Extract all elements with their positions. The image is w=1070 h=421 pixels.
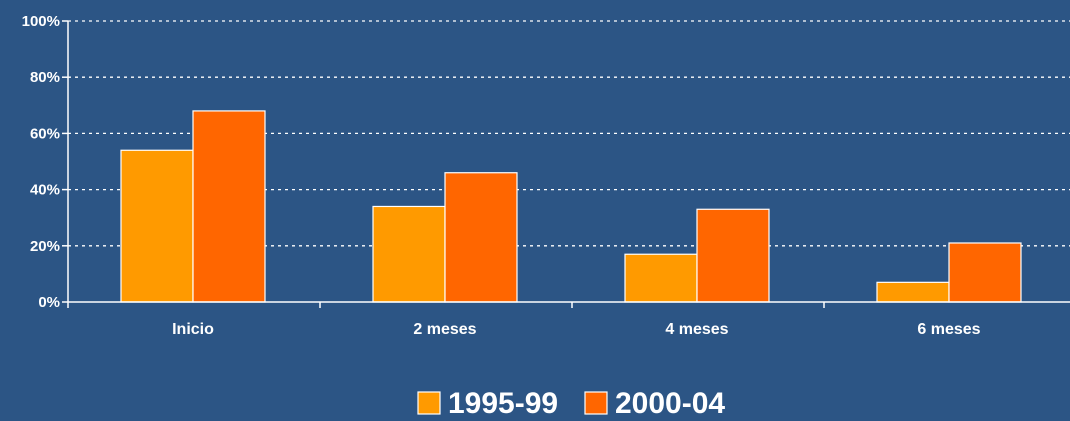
y-tick-label: 40% bbox=[30, 182, 60, 199]
bar-1995-99-inicio bbox=[120, 149, 194, 303]
y-tick-label: 60% bbox=[30, 125, 60, 142]
legend-label: 1995-99 bbox=[448, 387, 558, 416]
bar-1995-99-4-meses bbox=[624, 253, 698, 303]
x-tick-label: 6 meses bbox=[917, 321, 980, 338]
axes bbox=[62, 20, 1070, 308]
bars bbox=[120, 110, 1022, 303]
bar-2000-04-inicio bbox=[192, 110, 266, 303]
legend-swatch bbox=[584, 391, 608, 415]
bar-1995-99-6-meses bbox=[876, 281, 950, 303]
grid-lines bbox=[68, 20, 1070, 247]
bar-2000-04-4-meses bbox=[696, 208, 770, 303]
y-tick-label: 20% bbox=[30, 238, 60, 255]
bar-1995-99-2-meses bbox=[372, 205, 446, 303]
labels: 0% 20% 40% 60% 80% 100% Inicio 2 meses 4 meses 6 … bbox=[22, 13, 981, 338]
bar-2000-04-6-meses bbox=[948, 242, 1022, 303]
x-tick-label: 2 meses bbox=[413, 321, 476, 338]
y-tick-label: 100% bbox=[22, 13, 60, 30]
bar-2000-04-2-meses bbox=[444, 172, 518, 303]
y-tick-label: 0% bbox=[38, 294, 60, 311]
legend-swatch bbox=[417, 391, 441, 415]
legend: 1995-99 2000-04 bbox=[417, 387, 725, 420]
x-tick-label: Inicio bbox=[172, 321, 214, 338]
x-tick-label: 4 meses bbox=[665, 321, 728, 338]
y-tick-label: 80% bbox=[30, 69, 60, 86]
legend-label: 2000-04 bbox=[615, 387, 725, 416]
